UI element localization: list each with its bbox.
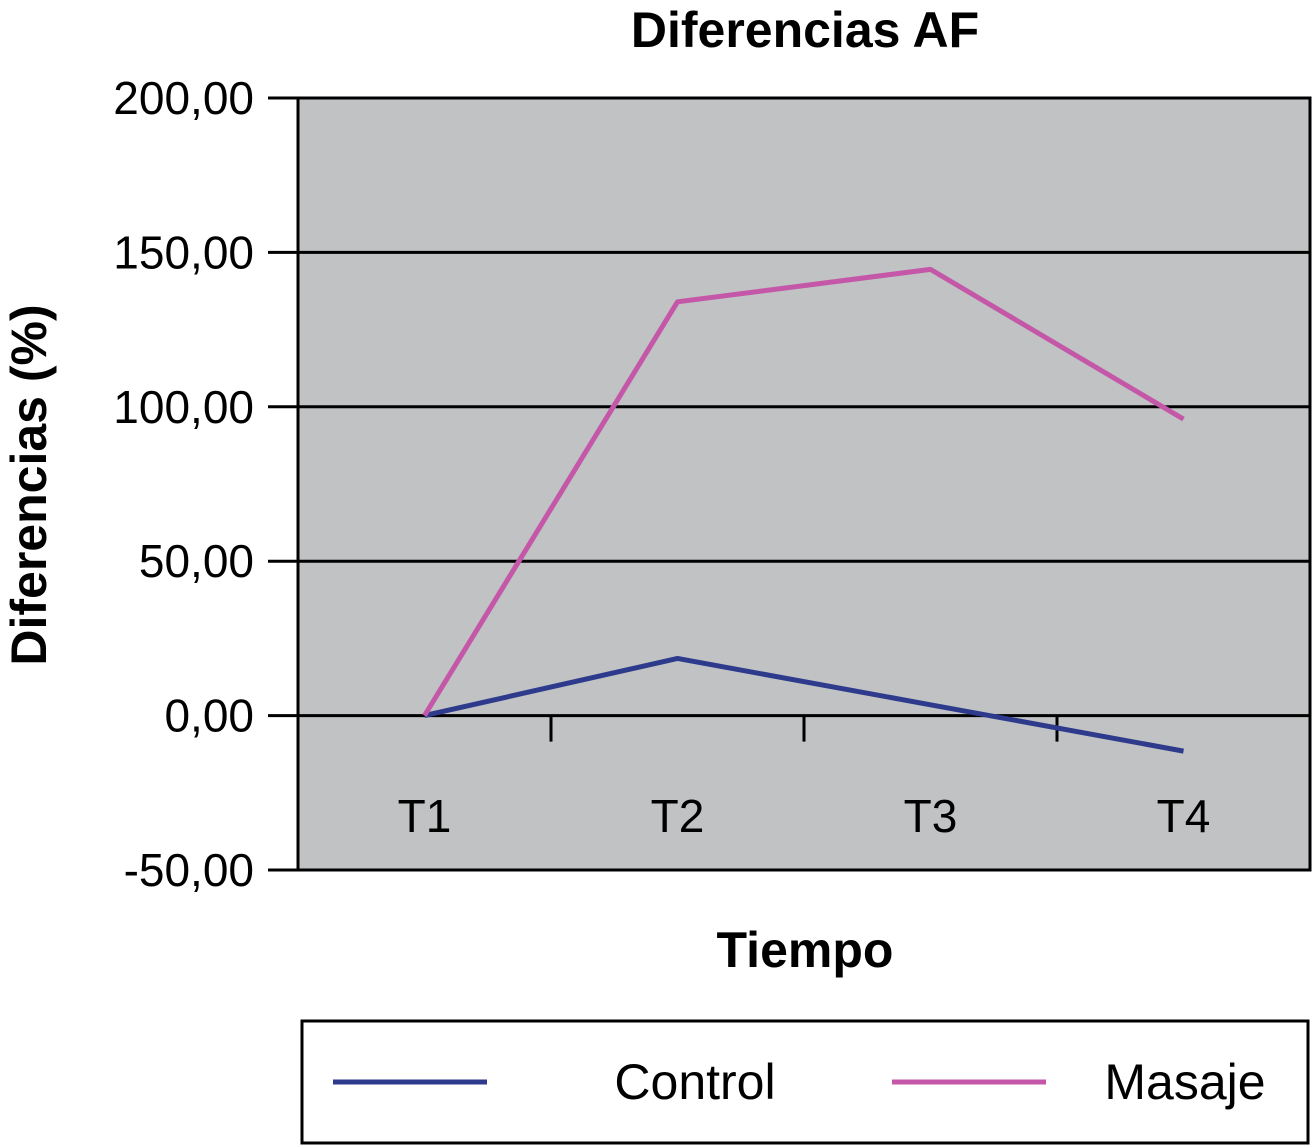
y-tick-label: 0,00: [164, 690, 254, 742]
y-axis: -50,00 0,00 50,00 100,00 150,00 200,00: [113, 72, 298, 896]
series-line-control: [423, 655, 1184, 754]
y-tick-label: 200,00: [113, 72, 254, 124]
y-tick-label: 50,00: [139, 535, 254, 587]
x-tick-label: T1: [398, 790, 452, 842]
plot-area: [296, 96, 1312, 872]
legend-item-masaje: Masaje: [892, 1054, 1266, 1110]
y-tick-label: 150,00: [113, 226, 254, 278]
x-tick-label: T2: [651, 790, 705, 842]
chart-title: Diferencias AF: [631, 2, 979, 58]
x-tick-label: T4: [1157, 790, 1211, 842]
legend-item-control: Control: [333, 1054, 776, 1110]
series-lines: [422, 266, 1185, 754]
legend-label: Control: [614, 1054, 775, 1110]
legend: Control Masaje: [300, 1019, 1310, 1145]
y-axis-label: Diferencias (%): [1, 304, 57, 665]
y-tick-label: -50,00: [124, 844, 254, 896]
x-tick-label: T3: [904, 790, 958, 842]
y-tick-label: 100,00: [113, 381, 254, 433]
series-line-masaje: [422, 266, 1185, 717]
x-axis-label: Tiempo: [717, 922, 894, 978]
legend-label: Masaje: [1104, 1054, 1265, 1110]
